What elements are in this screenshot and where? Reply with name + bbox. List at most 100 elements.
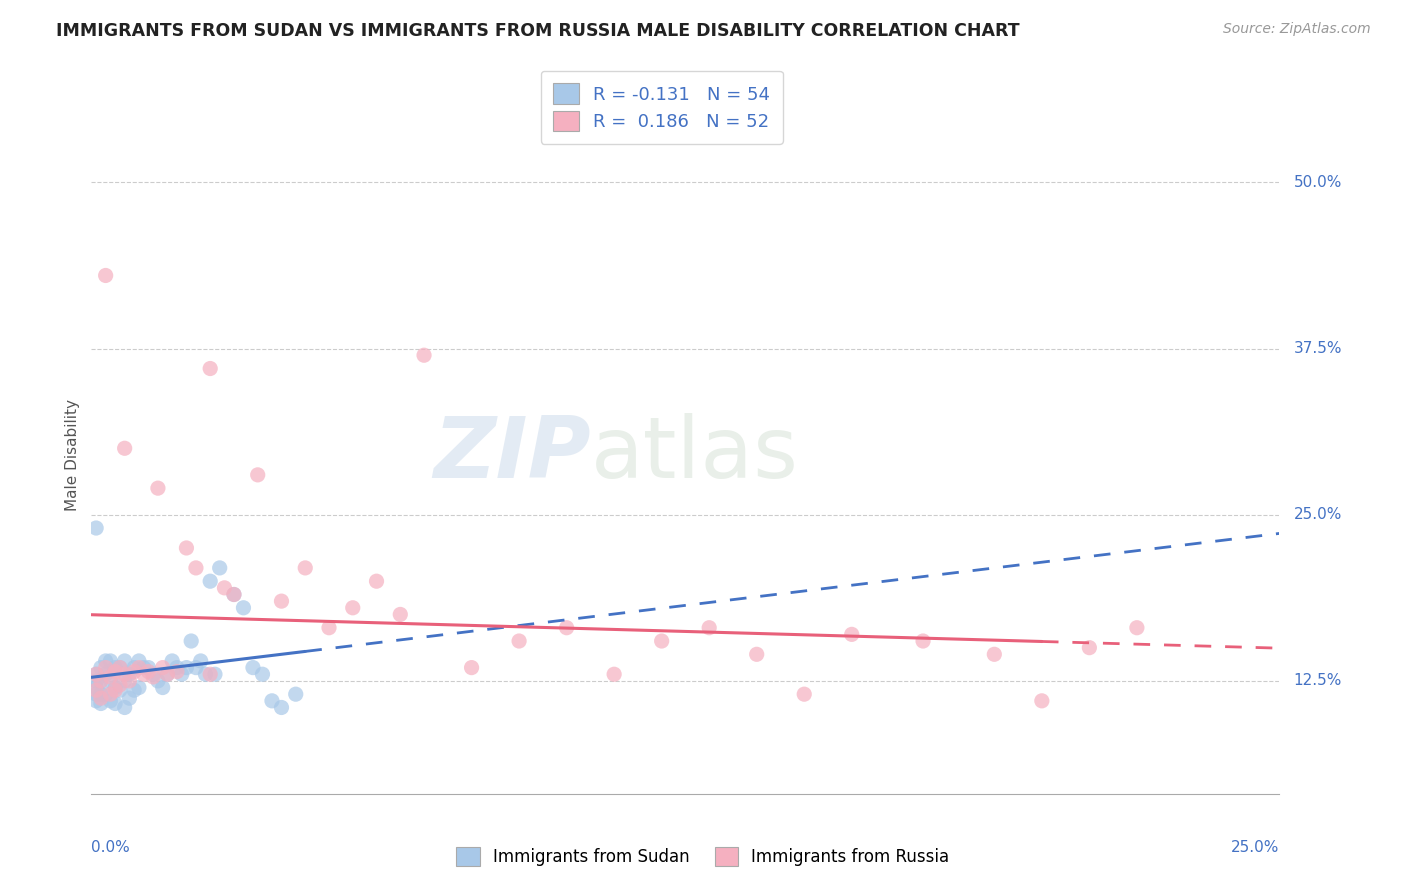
Point [222, 587, 245, 601]
Point [156, 667, 179, 681]
Text: 50.0%: 50.0% [1294, 175, 1343, 190]
Point [104, 660, 127, 674]
Point [166, 665, 188, 679]
Point [146, 673, 169, 688]
Point [90, 697, 112, 711]
Point [232, 600, 254, 615]
Point [200, 361, 222, 376]
Point [84, 681, 107, 695]
Point [118, 667, 141, 681]
Point [176, 660, 198, 674]
Text: ZIP: ZIP [433, 413, 591, 497]
Point [413, 348, 436, 362]
Text: 25.0%: 25.0% [1232, 840, 1279, 855]
Point [100, 673, 122, 688]
Point [132, 660, 155, 674]
Point [84, 687, 107, 701]
Point [200, 667, 222, 681]
Y-axis label: Male Disability: Male Disability [65, 399, 80, 511]
Point [745, 648, 768, 662]
Point [84, 667, 107, 681]
Point [138, 665, 160, 679]
Point [128, 654, 150, 668]
Legend: Immigrants from Sudan, Immigrants from Russia: Immigrants from Sudan, Immigrants from R… [449, 838, 957, 875]
Point [176, 541, 198, 555]
Point [342, 600, 364, 615]
Point [104, 681, 127, 695]
Point [260, 694, 283, 708]
Point [84, 683, 107, 698]
Point [90, 691, 112, 706]
Point [246, 467, 269, 482]
Point [1078, 640, 1101, 655]
Text: 12.5%: 12.5% [1294, 673, 1343, 689]
Point [184, 660, 207, 674]
Point [114, 442, 136, 456]
Point [100, 694, 122, 708]
Point [104, 697, 127, 711]
Point [84, 667, 107, 681]
Point [180, 634, 202, 648]
Point [142, 667, 165, 681]
Point [108, 678, 131, 692]
Point [108, 683, 131, 698]
Point [118, 673, 141, 688]
Point [146, 481, 169, 495]
Point [94, 687, 117, 701]
Text: atlas: atlas [591, 413, 799, 497]
Point [214, 581, 236, 595]
Point [270, 700, 292, 714]
Point [508, 634, 530, 648]
Point [104, 683, 127, 698]
Point [252, 667, 274, 681]
Point [651, 634, 673, 648]
Point [142, 670, 165, 684]
Point [793, 687, 815, 701]
Point [122, 660, 145, 674]
Text: 37.5%: 37.5% [1294, 341, 1343, 356]
Point [84, 694, 107, 708]
Point [114, 700, 136, 714]
Point [697, 621, 720, 635]
Text: Source: ZipAtlas.com: Source: ZipAtlas.com [1223, 22, 1371, 37]
Point [160, 654, 183, 668]
Point [166, 660, 188, 674]
Point [90, 673, 112, 688]
Point [204, 667, 226, 681]
Point [90, 673, 112, 688]
Point [294, 561, 316, 575]
Point [208, 561, 231, 575]
Point [100, 654, 122, 668]
Text: 25.0%: 25.0% [1294, 508, 1343, 522]
Point [94, 660, 117, 674]
Point [122, 683, 145, 698]
Point [1031, 694, 1053, 708]
Point [128, 681, 150, 695]
Point [152, 660, 174, 674]
Point [284, 687, 307, 701]
Point [222, 587, 245, 601]
Point [114, 667, 136, 681]
Point [138, 660, 160, 674]
Point [100, 687, 122, 701]
Point [84, 521, 107, 535]
Text: 0.0%: 0.0% [91, 840, 131, 855]
Point [983, 648, 1005, 662]
Point [841, 627, 863, 641]
Point [90, 687, 112, 701]
Point [242, 660, 264, 674]
Point [90, 660, 112, 674]
Point [460, 660, 482, 674]
Legend: R = -0.131   N = 54, R =  0.186   N = 52: R = -0.131 N = 54, R = 0.186 N = 52 [541, 70, 783, 145]
Point [184, 561, 207, 575]
Point [366, 574, 388, 589]
Point [100, 670, 122, 684]
Point [118, 691, 141, 706]
Point [170, 667, 193, 681]
Point [389, 607, 412, 622]
Point [911, 634, 934, 648]
Point [94, 268, 117, 283]
Point [1126, 621, 1149, 635]
Text: IMMIGRANTS FROM SUDAN VS IMMIGRANTS FROM RUSSIA MALE DISABILITY CORRELATION CHAR: IMMIGRANTS FROM SUDAN VS IMMIGRANTS FROM… [56, 22, 1019, 40]
Point [132, 667, 155, 681]
